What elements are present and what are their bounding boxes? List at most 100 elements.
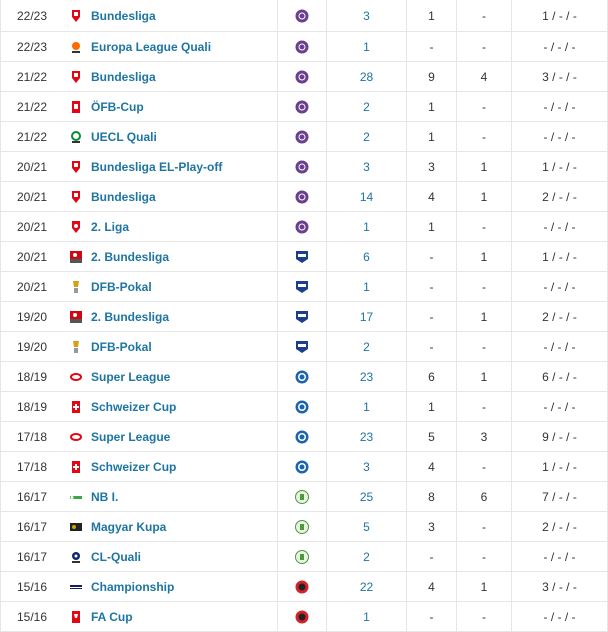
austrian-bundesliga-icon[interactable] (61, 0, 91, 31)
austria-wien-icon[interactable] (277, 62, 327, 91)
competition-link[interactable]: Bundesliga EL-Play-off (91, 159, 223, 174)
dfb-pokal-icon[interactable] (61, 272, 91, 301)
grasshoppers-icon[interactable] (277, 362, 327, 391)
fa-cup-icon[interactable] (61, 602, 91, 631)
nb-i-icon[interactable] (61, 482, 91, 511)
competition-link[interactable]: DFB-Pokal (91, 339, 152, 354)
ksc-icon[interactable] (277, 332, 327, 361)
goals-cell: 1 (407, 0, 457, 31)
champions-league-icon[interactable] (61, 542, 91, 571)
austria-wien-icon[interactable] (277, 92, 327, 121)
cards-cell: 2 / - / - (542, 519, 577, 534)
appearances-link[interactable]: 17 (327, 302, 407, 331)
season-cell: 19/20 (16, 309, 47, 324)
appearances-link[interactable]: 3 (327, 0, 407, 31)
competition-link[interactable]: Super League (91, 369, 171, 384)
austrian-bundesliga-icon[interactable] (61, 152, 91, 181)
appearances-link[interactable]: 2 (327, 122, 407, 151)
table-row: 21/22 UECL Quali 2 1- - / - / - (1, 122, 607, 152)
competition-link[interactable]: Bundesliga (91, 189, 156, 204)
austria-wien-icon[interactable] (277, 152, 327, 181)
austrian-bundesliga-icon[interactable] (61, 182, 91, 211)
appearances-link[interactable]: 1 (327, 212, 407, 241)
appearances-link[interactable]: 3 (327, 452, 407, 481)
appearances-link[interactable]: 5 (327, 512, 407, 541)
competition-link[interactable]: Championship (91, 579, 175, 594)
austria-wien-icon[interactable] (277, 0, 327, 31)
appearances-link[interactable]: 2 (327, 542, 407, 571)
appearances-link[interactable]: 25 (327, 482, 407, 511)
german-2-bundesliga-icon[interactable] (61, 302, 91, 331)
ksc-icon[interactable] (277, 302, 327, 331)
german-2-bundesliga-icon[interactable] (61, 242, 91, 271)
table-row: 20/21 2. Liga 1 1- - / - / - (1, 212, 607, 242)
assists-cell: 6 (457, 482, 512, 511)
ksc-icon[interactable] (277, 242, 327, 271)
austrian-2-liga-icon[interactable] (61, 212, 91, 241)
assists-cell: - (457, 122, 512, 151)
appearances-link[interactable]: 1 (327, 602, 407, 631)
appearances-link[interactable]: 1 (327, 272, 407, 301)
magyar-kupa-icon[interactable] (61, 512, 91, 541)
season-cell: 16/17 (16, 549, 47, 564)
competition-link[interactable]: Magyar Kupa (91, 519, 167, 534)
ferencvaros-icon[interactable] (277, 482, 327, 511)
appearances-link[interactable]: 22 (327, 572, 407, 601)
grasshoppers-icon[interactable] (277, 452, 327, 481)
assists-cell: - (457, 0, 512, 31)
competition-link[interactable]: CL-Quali (91, 549, 141, 564)
competition-link[interactable]: 2. Bundesliga (91, 309, 170, 324)
swiss-cup-icon[interactable] (61, 452, 91, 481)
europa-league-icon[interactable] (61, 32, 91, 61)
austria-wien-icon[interactable] (277, 32, 327, 61)
oefb-cup-icon[interactable] (61, 92, 91, 121)
goals-cell: 6 (407, 362, 457, 391)
cards-cell: - / - / - (543, 39, 576, 54)
appearances-link[interactable]: 2 (327, 332, 407, 361)
austrian-bundesliga-icon[interactable] (61, 62, 91, 91)
austria-wien-icon[interactable] (277, 122, 327, 151)
cards-cell: - / - / - (543, 549, 576, 564)
austria-wien-icon[interactable] (277, 182, 327, 211)
competition-link[interactable]: 2. Bundesliga (91, 249, 170, 264)
ferencvaros-icon[interactable] (277, 542, 327, 571)
cards-cell: 3 / - / - (542, 579, 577, 594)
ksc-icon[interactable] (277, 272, 327, 301)
competition-link[interactable]: 2. Liga (91, 219, 130, 234)
competition-link[interactable]: DFB-Pokal (91, 279, 152, 294)
appearances-link[interactable]: 3 (327, 152, 407, 181)
competition-link[interactable]: Bundesliga (91, 8, 156, 23)
appearances-link[interactable]: 6 (327, 242, 407, 271)
competition-link[interactable]: Super League (91, 429, 171, 444)
austria-wien-icon[interactable] (277, 212, 327, 241)
appearances-link[interactable]: 23 (327, 422, 407, 451)
grasshoppers-icon[interactable] (277, 392, 327, 421)
swiss-super-league-icon[interactable] (61, 362, 91, 391)
competition-link[interactable]: Schweizer Cup (91, 399, 177, 414)
appearances-link[interactable]: 1 (327, 392, 407, 421)
swiss-cup-icon[interactable] (61, 392, 91, 421)
competition-link[interactable]: Europa League Quali (91, 39, 212, 54)
competition-link[interactable]: NB I. (91, 489, 119, 504)
conference-league-icon[interactable] (61, 122, 91, 151)
table-row: 20/21 2. Bundesliga 6-1 1 / - / - (1, 242, 607, 272)
competition-link[interactable]: FA Cup (91, 609, 133, 624)
appearances-link[interactable]: 28 (327, 62, 407, 91)
competition-link[interactable]: Bundesliga (91, 69, 156, 84)
grasshoppers-icon[interactable] (277, 422, 327, 451)
brentford-icon[interactable] (277, 572, 327, 601)
competition-link[interactable]: UECL Quali (91, 129, 157, 144)
cards-cell: - / - / - (543, 129, 576, 144)
appearances-link[interactable]: 1 (327, 32, 407, 61)
competition-link[interactable]: Schweizer Cup (91, 459, 177, 474)
swiss-super-league-icon[interactable] (61, 422, 91, 451)
dfb-pokal-icon[interactable] (61, 332, 91, 361)
brentford-icon[interactable] (277, 602, 327, 631)
cards-cell: 1 / - / - (542, 459, 577, 474)
appearances-link[interactable]: 2 (327, 92, 407, 121)
appearances-link[interactable]: 14 (327, 182, 407, 211)
competition-link[interactable]: ÖFB-Cup (91, 99, 144, 114)
appearances-link[interactable]: 23 (327, 362, 407, 391)
efl-championship-icon[interactable] (61, 572, 91, 601)
ferencvaros-icon[interactable] (277, 512, 327, 541)
